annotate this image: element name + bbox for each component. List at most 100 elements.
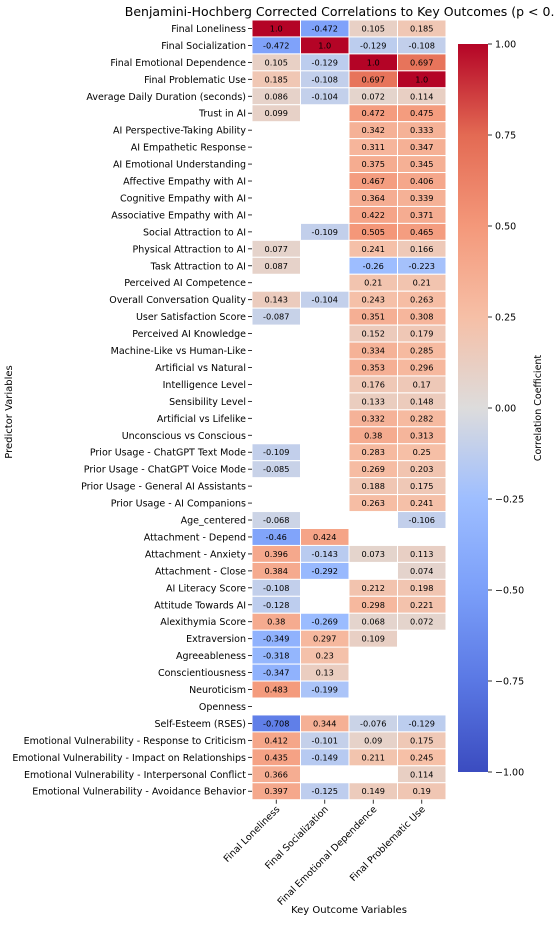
cell-value-label: -0.143 [312,549,338,559]
cell-value-label: -0.472 [263,40,289,50]
cell-value-label: 0.175 [410,735,433,745]
colorbar-gradient [458,44,488,772]
heatmap-cell [300,680,350,699]
cell-value-label: 0.296 [410,362,433,372]
row-label: Emotional Vulnerability - Avoidance Beha… [32,787,246,798]
row-label: Final Problematic Use [144,75,246,86]
row-label: Prior Usage - ChatGPT Voice Mode [84,465,246,476]
row-label: Artificial vs Lifelike [157,414,246,425]
cell-value-label: 0.424 [313,532,336,542]
cell-value-label: 0.212 [362,583,385,593]
cell-value-label: 0.298 [362,600,385,610]
cell-value-label: 0.406 [410,176,433,186]
cell-value-label: 0.313 [410,430,433,440]
row-label: Physical Attraction to AI [133,244,246,255]
cell-value-label: 0.09 [364,735,382,745]
colorbar-tick-label: 0.75 [495,131,516,142]
cell-value-label: 0.422 [362,210,385,220]
cell-value-label: 0.074 [410,566,433,576]
cell-value-label: 0.697 [410,57,433,67]
row-label: Trust in AI [198,109,246,120]
chart-title: Benjamini-Hochberg Corrected Correlation… [125,4,555,19]
row-label: Attitude Towards AI [154,600,246,611]
cell-value-label: -0.347 [263,668,289,678]
row-label: Sensibility Level [169,397,246,408]
row-label: Cognitive Empathy with AI [120,193,246,204]
row-label: AI Literacy Score [166,583,246,594]
cell-value-label: -0.129 [409,718,435,728]
cell-value-label: 0.25 [413,447,431,457]
colorbar-label: Correlation Coefficient [533,355,544,462]
cell-value-label: 0.166 [410,244,433,254]
row-label: Affective Empathy with AI [123,177,246,188]
row-label: Artificial vs Natural [155,363,246,374]
colorbar-tick-label: 0.25 [495,313,516,324]
cell-value-label: 0.269 [362,464,385,474]
cell-value-label: 0.308 [410,312,433,322]
cell-value-label: 1.0 [415,74,428,84]
colorbar-tick-label: 0.50 [495,222,516,233]
cell-value-label: 0.243 [362,295,385,305]
cell-value-label: -0.128 [263,600,289,610]
cell-value-label: 0.344 [313,718,336,728]
cell-value-label: 0.697 [362,74,385,84]
cell-value-label: 0.347 [410,142,433,152]
row-label: Associative Empathy with AI [111,210,246,221]
cell-value-label: -0.104 [312,91,338,101]
cell-value-label: 0.345 [410,159,433,169]
cell-value-label: -0.104 [312,295,338,305]
cell-value-label: 0.113 [410,549,433,559]
cell-value-label: 0.342 [362,125,385,135]
cell-value-label: -0.318 [263,651,289,661]
cell-value-label: -0.149 [312,752,338,762]
cell-value-label: 0.241 [362,244,385,254]
cell-value-label: 1.0 [270,23,283,33]
cell-value-label: 0.17 [413,379,431,389]
column-label: Final Emotional Dependence [276,804,380,908]
cell-value-label: 0.105 [265,57,288,67]
cell-value-label: 0.371 [410,210,433,220]
cell-value-label: 0.467 [362,176,385,186]
row-label: Neuroticism [189,685,246,696]
cell-value-label: 0.297 [313,634,336,644]
row-label: Emotional Vulnerability - Response to Cr… [24,736,246,747]
row-label: AI Perspective-Taking Ability [113,126,246,137]
colorbar-tick-label: −0.50 [495,586,524,597]
cell-value-label: 0.333 [410,125,433,135]
cell-value-label: -0.349 [263,634,289,644]
y-axis-label: Predictor Variables [4,365,15,459]
row-label: Overall Conversation Quality [109,295,246,306]
cell-value-label: 0.099 [265,108,288,118]
row-label: Alexithymia Score [160,617,246,628]
cell-value-label: 0.152 [362,329,385,339]
cell-value-label: 0.285 [410,346,433,356]
cell-value-label: 0.203 [410,464,433,474]
row-label: Final Socialization [161,41,246,52]
cell-value-label: 0.068 [362,617,385,627]
row-label: Final Loneliness [171,24,246,35]
cell-value-label: 0.086 [265,91,288,101]
cell-value-label: -0.708 [263,718,289,728]
cell-value-label: 0.263 [362,498,385,508]
cell-value-label: 0.435 [265,752,288,762]
row-label: Emotional Vulnerability - Interpersonal … [24,770,246,781]
row-label: Extraversion [186,634,246,645]
cell-value-label: 0.472 [362,108,385,118]
cell-value-label: 0.351 [362,312,385,322]
colorbar-tick-label: 1.00 [495,40,516,51]
cell-value-label: -0.087 [263,312,289,322]
cell-value-label: 0.143 [265,295,288,305]
row-label: Average Daily Duration (seconds) [86,92,246,103]
row-label: Prior Usage - ChatGPT Text Mode [90,448,246,459]
cell-value-label: -0.076 [360,718,386,728]
cell-value-label: 1.0 [367,57,380,67]
cell-value-label: -0.125 [312,786,338,796]
cell-value-label: -0.085 [263,464,289,474]
row-label: Age_centered [181,516,246,527]
cell-value-label: 0.21 [364,278,382,288]
cell-value-label: 0.198 [410,583,433,593]
cell-value-label: -0.101 [312,735,338,745]
heatmap-cells: 1.0 -0.472 0.105 0.185 -0.472 1.0 -0.129 -0.108… [251,19,447,801]
cell-value-label: 0.245 [410,752,433,762]
